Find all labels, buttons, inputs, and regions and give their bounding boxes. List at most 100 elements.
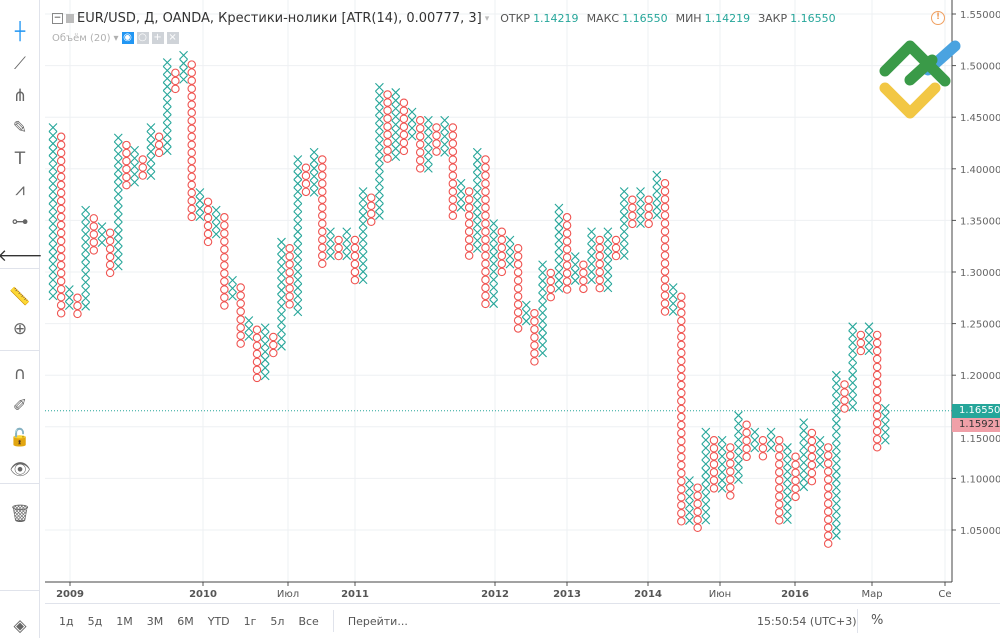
zoom-in-icon[interactable]: ⊕ <box>12 319 28 339</box>
x-box <box>750 443 760 453</box>
trend-line-icon[interactable]: ⟋ <box>14 54 26 74</box>
o-box <box>481 283 490 293</box>
o-box <box>187 116 196 125</box>
settings-icon[interactable]: ○ <box>136 32 149 44</box>
magnet-icon[interactable]: ∩ <box>13 364 27 384</box>
x-box <box>668 283 678 292</box>
pitchfork-icon[interactable]: ⋔ <box>12 86 28 106</box>
pnf-column-o <box>513 244 523 333</box>
brush-icon[interactable]: ✎ <box>12 118 28 138</box>
x-box <box>538 324 547 334</box>
o-box <box>562 261 572 270</box>
layers-icon[interactable]: ◈ <box>13 616 27 636</box>
clock[interactable]: 15:50:54 (UTC+3) <box>757 615 857 628</box>
pnf-column-o <box>546 268 556 302</box>
range-ytd[interactable]: YTD <box>207 614 230 628</box>
ruler-icon[interactable]: 📏 <box>9 287 31 307</box>
range-1y[interactable]: 1г <box>243 614 257 628</box>
pnf-column-o <box>415 116 425 173</box>
pnf-column-o <box>677 292 686 526</box>
pattern-icon[interactable]: ⩘ <box>15 180 25 200</box>
o-box <box>677 388 686 398</box>
lock-icon[interactable]: 🔓 <box>9 428 31 448</box>
close-value: 1.16550 <box>790 12 836 25</box>
x-box <box>81 221 91 231</box>
x-box <box>587 251 596 261</box>
pnf-column-o <box>562 213 572 294</box>
x-box <box>375 171 384 180</box>
x-box <box>489 283 499 293</box>
x-box <box>162 66 172 75</box>
eye-icon[interactable]: ◉ <box>121 32 134 44</box>
o-box <box>774 443 784 453</box>
o-box <box>660 259 670 268</box>
o-box <box>464 203 474 212</box>
add-icon[interactable]: + <box>151 32 164 44</box>
percent-toggle[interactable]: % <box>871 613 884 628</box>
x-box <box>211 205 221 215</box>
pnf-chart[interactable]: 1.55000 1.50000 1.45000 1.40000 1.35000 1.300… <box>45 0 1000 603</box>
y-tick-label: 1.10000 <box>960 474 1000 485</box>
o-box <box>432 131 441 140</box>
chart-pane[interactable]: 1.55000 1.50000 1.45000 1.40000 1.35000 1.300… <box>45 0 1000 603</box>
o-box <box>187 68 196 77</box>
o-box <box>872 402 882 412</box>
volume-label[interactable]: Объём (20) <box>52 32 111 44</box>
prediction-icon[interactable]: ⊶ <box>11 212 29 232</box>
goto-button[interactable]: Перейти... <box>347 614 408 628</box>
collapse-icon[interactable]: − <box>52 13 63 24</box>
o-box <box>236 315 245 324</box>
trash-icon[interactable]: 🗑 <box>9 504 31 524</box>
x-box <box>603 283 613 293</box>
y-tick-label: 1.40000 <box>960 165 1000 176</box>
o-box <box>464 251 474 260</box>
x-tick-label: 2010 <box>189 589 217 600</box>
x-box <box>48 163 58 173</box>
pnf-column-x <box>489 219 499 309</box>
pnf-column-o <box>187 60 196 222</box>
eye-icon[interactable]: 👁 <box>9 460 31 480</box>
x-box <box>831 410 841 420</box>
o-box <box>677 436 686 446</box>
x-box <box>701 475 711 485</box>
range-1d[interactable]: 1д <box>59 614 74 628</box>
x-box <box>619 203 629 212</box>
range-1m[interactable]: 1М <box>116 614 133 628</box>
o-box <box>383 138 392 147</box>
pnf-column-o <box>758 435 768 461</box>
x-box <box>113 133 123 143</box>
x-box <box>831 402 841 412</box>
o-box <box>383 90 392 99</box>
x-box <box>113 181 123 191</box>
chevron-down-icon[interactable]: ▾ <box>484 13 490 24</box>
pnf-column-o <box>791 452 800 502</box>
back-arrow-icon[interactable]: 🡐 <box>0 246 43 266</box>
lock-drawing-icon[interactable]: ✐ <box>12 396 28 416</box>
range-5d[interactable]: 5д <box>87 614 103 628</box>
symbol-title[interactable]: EUR/USD, Д, OANDA, Крестики-нолики [ATR(… <box>77 11 482 26</box>
x-box <box>636 211 645 220</box>
o-box <box>579 260 588 270</box>
pnf-column-x <box>423 115 433 173</box>
range-6m[interactable]: 6М <box>177 614 194 628</box>
x-box <box>880 435 890 445</box>
o-box <box>807 428 817 438</box>
o-box <box>530 317 539 326</box>
range-all[interactable]: Все <box>298 614 319 628</box>
alert-icon[interactable]: ! <box>931 11 945 25</box>
close-icon[interactable]: × <box>166 32 179 44</box>
o-box <box>138 171 148 180</box>
o-box <box>285 260 294 269</box>
x-box <box>375 211 384 220</box>
range-3m[interactable]: 3М <box>146 614 164 628</box>
x-box <box>423 147 433 157</box>
x-box <box>636 195 645 204</box>
chevron-down-icon[interactable]: ▾ <box>113 32 119 44</box>
text-icon[interactable]: T <box>14 149 26 169</box>
crosshair-icon[interactable]: ┼ <box>14 22 26 42</box>
x-box <box>293 203 303 213</box>
x-box <box>440 139 450 149</box>
o-box <box>677 340 686 350</box>
range-5y[interactable]: 5л <box>270 614 285 628</box>
o-box <box>791 452 800 461</box>
